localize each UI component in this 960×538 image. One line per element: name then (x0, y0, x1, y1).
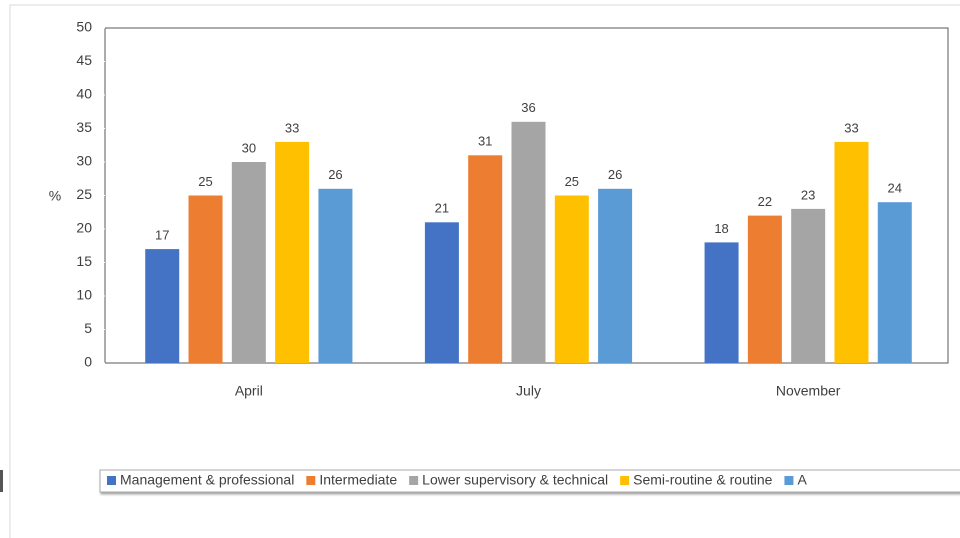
value-label: 30 (242, 140, 256, 155)
bar (231, 162, 266, 363)
value-label: 33 (285, 120, 299, 135)
legend-label: Management & professional (120, 472, 294, 488)
y-tick-label: 0 (84, 354, 92, 370)
bar (318, 188, 353, 363)
bar (834, 141, 869, 363)
legend-marker (107, 476, 116, 485)
y-tick-label: 15 (76, 253, 92, 269)
y-tick-label: 40 (76, 86, 92, 102)
bar (468, 155, 503, 363)
y-tick-label: 10 (76, 287, 92, 303)
y-tick-label: 25 (76, 186, 92, 202)
bar (145, 249, 180, 363)
value-label: 33 (844, 120, 858, 135)
bar (424, 222, 459, 363)
value-label: 25 (198, 174, 212, 189)
value-label: 36 (521, 100, 535, 115)
x-tick-label: November (776, 383, 841, 399)
legend-marker (784, 476, 794, 485)
legend-label: A (797, 472, 807, 488)
value-label: 21 (435, 201, 449, 216)
bar (877, 202, 912, 363)
value-label: 26 (608, 167, 622, 182)
value-label: 25 (565, 174, 579, 189)
legend-marker (620, 476, 630, 485)
value-label: 24 (888, 181, 902, 196)
bar (275, 141, 310, 363)
bar (791, 208, 826, 363)
legend-label: Intermediate (319, 472, 397, 488)
value-label: 31 (478, 134, 492, 149)
legend-label: Lower supervisory & technical (422, 472, 608, 488)
y-tick-label: 30 (76, 153, 92, 169)
legend-marker (306, 476, 316, 485)
bar (747, 215, 782, 363)
y-tick-label: 20 (76, 220, 92, 236)
bar (188, 195, 223, 363)
y-tick-label: 5 (84, 320, 92, 336)
value-label: 26 (328, 167, 342, 182)
bar (598, 188, 633, 363)
value-label: 22 (758, 194, 772, 209)
x-tick-label: July (516, 383, 541, 399)
value-label: 17 (155, 228, 169, 243)
legend-label: Semi-routine & routine (633, 472, 773, 488)
legend-box (99, 469, 960, 493)
value-label: 18 (714, 221, 728, 236)
x-tick-label: April (235, 383, 263, 399)
y-tick-label: 50 (76, 19, 92, 35)
shadow-edge (0, 470, 3, 492)
y-axis-label: % (49, 188, 61, 204)
bar (511, 121, 546, 363)
value-label: 23 (801, 187, 815, 202)
bar (704, 242, 739, 363)
y-tick-label: 45 (76, 52, 92, 68)
y-tick-label: 35 (76, 119, 92, 135)
bar (554, 195, 589, 363)
legend-marker (409, 476, 419, 485)
